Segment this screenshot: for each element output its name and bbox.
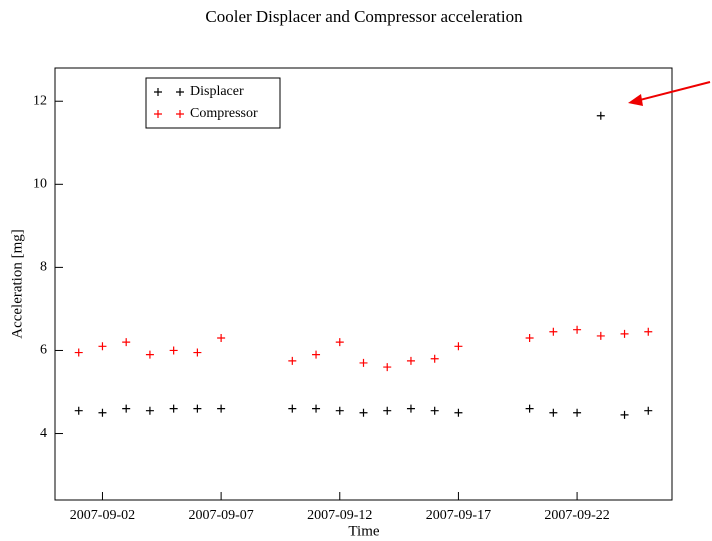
- point: [525, 334, 534, 342]
- y-tick-label: 8: [40, 260, 47, 275]
- point: [169, 404, 178, 413]
- x-axis-label: Time: [348, 523, 379, 539]
- x-tick-label: 2007-09-12: [307, 508, 372, 523]
- point: [312, 404, 321, 413]
- point: [644, 327, 653, 336]
- point: [549, 408, 558, 417]
- point: [454, 408, 463, 417]
- y-tick-label: 6: [40, 343, 47, 358]
- point: [596, 111, 605, 120]
- point: [620, 410, 629, 419]
- point: [193, 348, 202, 357]
- point: [383, 363, 392, 372]
- annotation-arrow: [631, 81, 711, 103]
- y-tick-label: 4: [40, 426, 47, 441]
- y-tick-label: 12: [33, 93, 47, 108]
- point: [74, 348, 83, 357]
- point: [145, 350, 154, 359]
- point: [406, 404, 415, 413]
- legend-marker: [154, 88, 184, 96]
- legend-label: Compressor: [190, 106, 258, 121]
- point: [454, 342, 463, 351]
- point: [430, 406, 439, 415]
- point: [98, 342, 107, 351]
- point: [288, 356, 297, 365]
- annotation-arrow-head: [628, 94, 643, 106]
- chart-title: Cooler Displacer and Compressor accelera…: [205, 7, 523, 26]
- point: [335, 406, 344, 415]
- x-tick-label: 2007-09-22: [544, 508, 609, 523]
- point: [359, 358, 368, 367]
- point: [217, 404, 226, 413]
- point: [335, 338, 344, 347]
- y-axis-label: Acceleration [mg]: [9, 229, 25, 339]
- point: [122, 404, 131, 413]
- point: [620, 329, 629, 338]
- legend-box: [145, 77, 281, 129]
- point: [122, 338, 131, 347]
- point: [549, 327, 558, 336]
- point: [145, 406, 154, 415]
- point: [406, 356, 415, 365]
- legend-label: Displacer: [190, 84, 244, 99]
- point: [430, 354, 439, 363]
- point: [573, 325, 582, 334]
- x-tick-label: 2007-09-07: [188, 508, 253, 523]
- legend-marker: [154, 110, 184, 118]
- y-tick-label: 10: [33, 177, 47, 192]
- point: [525, 404, 534, 413]
- x-tick-label: 2007-09-02: [70, 508, 135, 523]
- x-tick-label: 2007-09-17: [426, 508, 491, 523]
- point: [644, 406, 653, 415]
- point: [217, 334, 226, 342]
- plot-frame: [54, 67, 673, 501]
- point: [573, 408, 582, 417]
- point: [169, 346, 178, 355]
- point: [288, 404, 297, 413]
- point: [193, 404, 202, 413]
- point: [98, 408, 107, 417]
- point: [74, 406, 83, 415]
- point: [596, 331, 605, 340]
- point: [312, 350, 321, 359]
- point: [359, 408, 368, 417]
- point: [383, 406, 392, 415]
